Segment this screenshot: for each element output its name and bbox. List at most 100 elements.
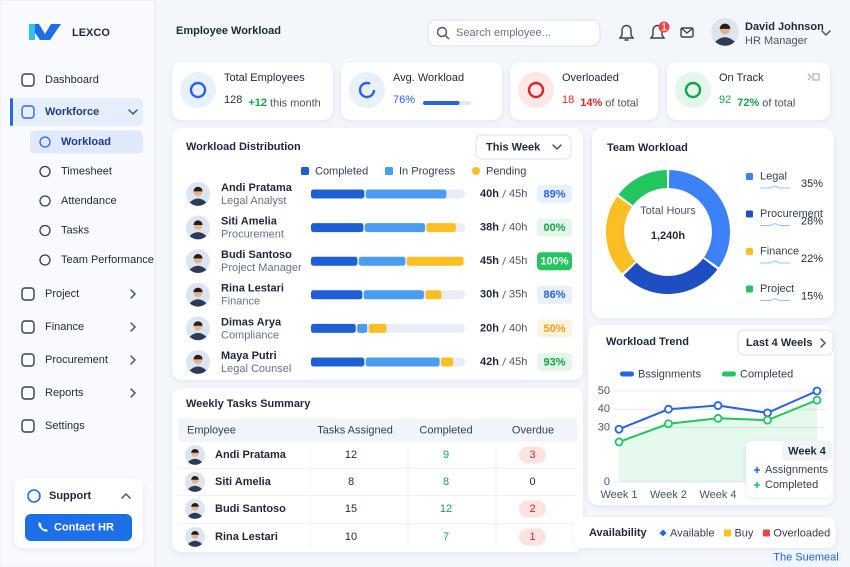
- capacity: 45h: [509, 356, 527, 368]
- workload-segment: [311, 223, 364, 233]
- mail-icon[interactable]: [680, 27, 694, 38]
- alert-icon[interactable]: [649, 24, 666, 39]
- avatar-body: [188, 458, 202, 465]
- kpi-card: [667, 62, 830, 120]
- employee-name: Rina Lestari: [221, 283, 284, 295]
- nav-icon: [21, 419, 35, 433]
- nav-item[interactable]: Finance: [45, 321, 84, 333]
- employee-role: Procurement: [221, 229, 284, 241]
- trend-point: [713, 413, 723, 423]
- footer-tag: [771, 550, 841, 564]
- subnav-item[interactable]: Workload: [61, 136, 111, 148]
- nav-item[interactable]: Reports: [45, 387, 84, 399]
- subnav-item[interactable]: Team Performance: [61, 254, 154, 266]
- tooltip-header: [782, 441, 832, 461]
- workload-segment: [365, 357, 440, 367]
- chevron: [130, 388, 137, 398]
- column-header: Completed: [419, 424, 472, 436]
- legend-sparkline: [760, 185, 790, 189]
- availability-card: [574, 517, 836, 548]
- subnav-item[interactable]: Timesheet: [61, 165, 112, 177]
- overdue-pill: [519, 528, 546, 546]
- nav-icon: [21, 386, 35, 400]
- employee-role: Project Manager: [221, 262, 302, 274]
- avatar-hair: [193, 253, 203, 259]
- legend-label: Completed: [315, 165, 368, 177]
- kpi-card: [172, 62, 333, 120]
- load-badge: [537, 285, 572, 304]
- workload-segment: [364, 223, 425, 233]
- workload-segment: [363, 290, 424, 300]
- nav-item[interactable]: Procurement: [45, 354, 108, 366]
- y-tick-label: 30: [598, 421, 610, 433]
- period-dropdown[interactable]: [737, 329, 834, 356]
- hours: 30h: [480, 289, 499, 301]
- legend-sparkline: [760, 222, 790, 226]
- nav-item[interactable]: Project: [45, 288, 79, 300]
- kpi-note: this month: [270, 97, 321, 109]
- page-title: Employee Workload: [176, 25, 281, 37]
- subnav-item[interactable]: Tasks: [61, 224, 90, 236]
- brand: LEXCO: [72, 27, 110, 39]
- kpi-icon: [684, 81, 702, 99]
- donut-segment: [668, 170, 730, 268]
- load-badge: [537, 319, 572, 338]
- card-title: Weekly Tasks Summary: [186, 398, 311, 410]
- period-label[interactable]: Last 4 Weels: [746, 337, 812, 349]
- cell-name: Siti Amelia: [215, 476, 272, 488]
- legend-swatch: [746, 285, 753, 293]
- legend-swatch: [722, 371, 736, 377]
- avatar-body: [188, 512, 202, 519]
- avatar-body: [189, 332, 207, 341]
- trend-point: [614, 424, 624, 434]
- nav-item[interactable]: Settings: [45, 420, 85, 432]
- nav-item[interactable]: Workforce: [45, 106, 99, 118]
- kpi-progress: [423, 101, 460, 105]
- legend-label: In Progress: [399, 165, 456, 177]
- workload-segment: [311, 256, 358, 266]
- subnav-item[interactable]: Attendance: [61, 195, 117, 207]
- bell-icon[interactable]: [618, 24, 635, 41]
- kpi-icon-bg: [180, 72, 216, 108]
- subnav-icon: [39, 165, 51, 178]
- kpi-label: Avg. Workload: [393, 72, 464, 84]
- donut-total: 1,240h: [651, 230, 686, 242]
- search-placeholder[interactable]: Search employee...: [456, 27, 551, 39]
- mail-icon: [680, 27, 694, 34]
- cell-assigned: 10: [345, 531, 357, 543]
- period-dropdown[interactable]: [475, 134, 572, 160]
- avatar-hair: [191, 503, 199, 507]
- nav-icon: [21, 353, 35, 367]
- search-box[interactable]: [427, 19, 601, 47]
- workload-segment: [365, 189, 447, 199]
- trend-point: [664, 419, 673, 429]
- kpi-delta: 14%: [580, 97, 602, 109]
- nav-active-bar: [10, 98, 13, 126]
- avatar-hair: [193, 186, 203, 192]
- hours-separator: [502, 189, 506, 199]
- search-icon: [445, 35, 450, 40]
- contact-button[interactable]: [25, 514, 132, 541]
- subnav-icon: [39, 224, 51, 237]
- legend-label: Finance: [760, 245, 799, 257]
- load-badge: [537, 353, 572, 371]
- period-label[interactable]: This Week: [486, 141, 541, 153]
- notification-badge: [658, 21, 670, 33]
- capacity: 45h: [509, 188, 527, 200]
- hours-separator: [502, 357, 506, 367]
- legend-swatch: [301, 167, 309, 175]
- contact-button-label[interactable]: Contact HR: [54, 521, 114, 533]
- employee-name: Andi Pratama: [221, 182, 293, 194]
- cell-overdue: 2: [529, 503, 535, 515]
- hours-separator: [502, 223, 506, 232]
- workload-segment: [406, 256, 464, 266]
- legend-value: 28%: [801, 215, 823, 227]
- legend-swatch: [620, 371, 634, 377]
- footer-text: The Suemeal: [773, 551, 838, 563]
- y-tick-label: 40: [598, 403, 610, 415]
- kpi-value: 92: [719, 94, 731, 106]
- subnav-icon: [39, 254, 51, 266]
- avatar-body: [189, 366, 207, 374]
- nav-item[interactable]: Dashboard: [45, 74, 99, 86]
- workload-segment: [368, 323, 387, 333]
